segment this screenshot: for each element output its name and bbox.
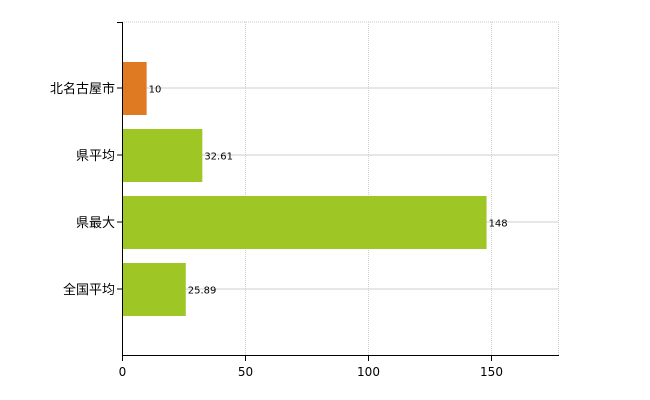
bar <box>122 263 186 316</box>
category-label: 県最大 <box>76 216 115 231</box>
x-tick-label: 100 <box>357 365 380 379</box>
data-label: 10 <box>149 85 162 96</box>
data-label: 148 <box>489 219 508 230</box>
bar <box>122 196 487 249</box>
bars <box>122 62 487 316</box>
data-label: 25.89 <box>188 286 217 297</box>
x-tick-label: 150 <box>480 365 503 379</box>
axes <box>117 22 559 361</box>
category-label: 県平均 <box>76 149 115 164</box>
bar <box>122 129 203 182</box>
x-tick-label: 50 <box>238 365 253 379</box>
bar <box>122 62 147 115</box>
data-label: 32.61 <box>204 152 233 163</box>
grid <box>122 21 559 355</box>
x-tick-label: 0 <box>119 365 127 379</box>
category-label: 北名古屋市 <box>50 81 115 97</box>
category-label: 全国平均 <box>63 282 115 298</box>
